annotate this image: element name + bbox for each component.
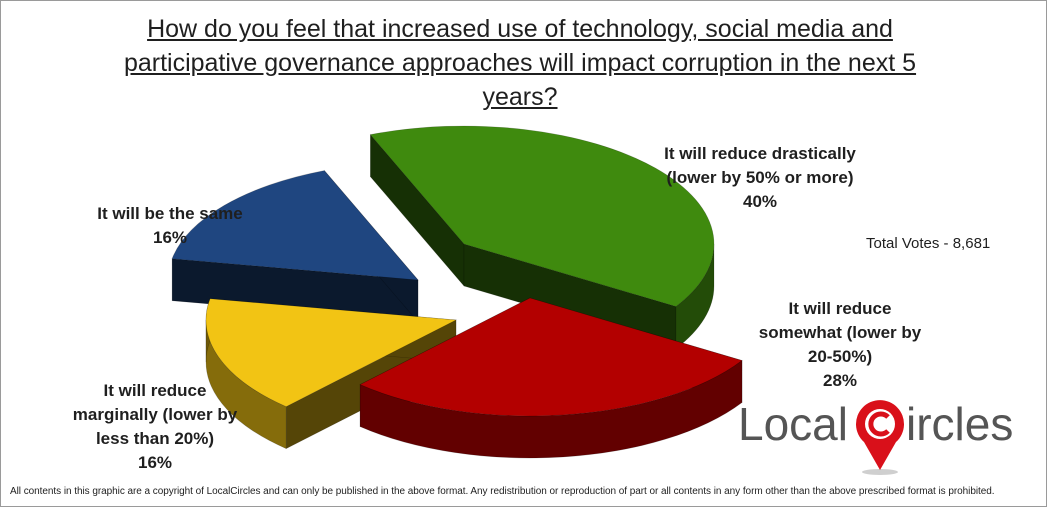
slice-2-top xyxy=(205,298,458,407)
label-same-line-1: It will be the same xyxy=(97,204,243,223)
label-marginal-line-1: It will reduce xyxy=(103,381,207,400)
label-marginal-line-2: marginally (lower by xyxy=(72,405,238,424)
label-somewhat-line-3: 20-50%) xyxy=(807,347,873,366)
label-drastic-line-1: It will reduce drastically xyxy=(664,144,856,163)
copyright-footer: All contents in this graphic are a copyr… xyxy=(10,486,995,497)
slice-3-top xyxy=(171,170,419,281)
total-votes: Total Votes - 8,681 xyxy=(866,235,991,252)
label-marginal-value: 16% xyxy=(137,453,173,472)
label-somewhat-line-2: somewhat (lower by xyxy=(758,323,922,342)
label-somewhat-value: 28% xyxy=(822,371,858,390)
title-line-1: How do you feel that increased use of te… xyxy=(147,15,893,43)
label-drastic-line-2: (lower by 50% or more) xyxy=(666,168,854,187)
label-reduce-somewhat: It will reduce somewhat (lower by 20-50%… xyxy=(740,297,940,393)
label-same-value: 16% xyxy=(152,228,188,247)
label-reduce-drastically: It will reduce drastically (lower by 50%… xyxy=(640,142,880,214)
label-marginal-line-3: less than 20%) xyxy=(95,429,215,448)
label-somewhat-line-1: It will reduce xyxy=(788,299,892,318)
title-line-3: years? xyxy=(482,83,558,111)
label-drastic-value: 40% xyxy=(742,192,778,211)
label-reduce-marginally: It will reduce marginally (lower by less… xyxy=(55,379,255,475)
label-be-the-same: It will be the same 16% xyxy=(70,202,270,250)
slice-0-top xyxy=(369,125,715,307)
logo-text-local: Local xyxy=(738,398,848,450)
title-line-2: participative governance approaches will… xyxy=(123,49,917,77)
slice-1-top xyxy=(359,297,743,417)
logo-text-circles: ircles xyxy=(906,398,1013,450)
chart-title: How do you feel that increased use of te… xyxy=(60,12,980,114)
map-pin-c-icon xyxy=(856,400,904,475)
localcircles-logo: Local ircles xyxy=(738,398,1013,475)
